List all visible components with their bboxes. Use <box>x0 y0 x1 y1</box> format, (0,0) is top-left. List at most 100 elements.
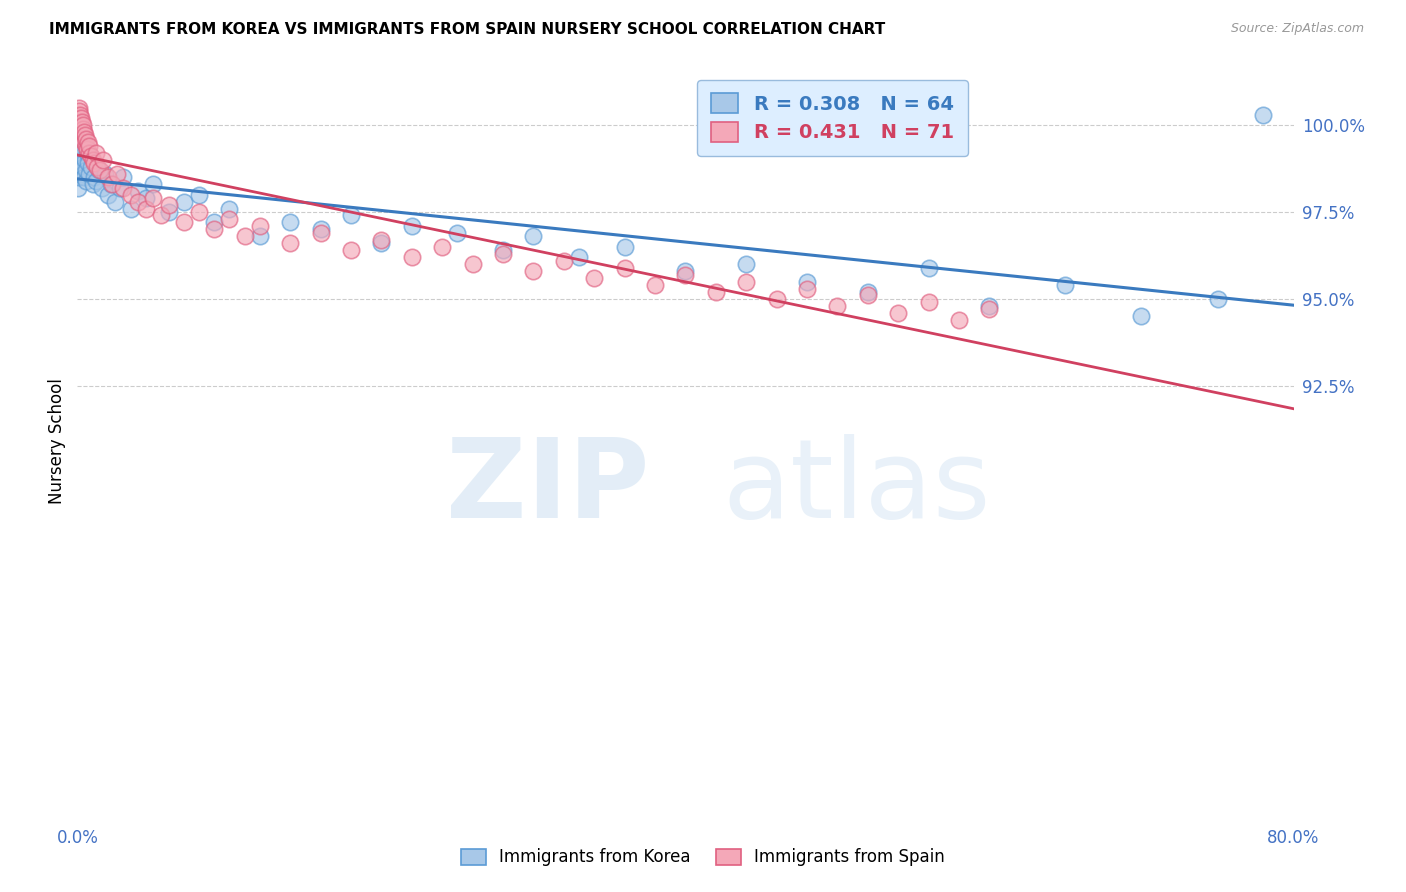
Point <box>979 302 1001 317</box>
Text: ZIP: ZIP <box>446 434 650 541</box>
Point <box>948 313 970 327</box>
Point <box>72 132 94 146</box>
Point <box>142 177 165 191</box>
Text: atlas: atlas <box>721 434 990 541</box>
Point <box>73 153 96 167</box>
Point <box>91 153 114 167</box>
Point <box>583 271 606 285</box>
Point <box>765 292 787 306</box>
Point <box>67 101 90 115</box>
Point <box>149 209 172 223</box>
Point <box>76 145 98 160</box>
Point <box>101 177 124 191</box>
Point <box>309 222 332 236</box>
Point <box>73 170 96 185</box>
Point <box>1054 278 1077 293</box>
Point <box>887 306 910 320</box>
Point <box>72 160 94 174</box>
Point <box>111 170 134 185</box>
Point <box>67 107 90 121</box>
Point <box>430 240 453 254</box>
Point <box>70 111 93 125</box>
Y-axis label: Nursery School: Nursery School <box>48 378 66 505</box>
Point <box>83 170 105 185</box>
Point <box>76 142 98 156</box>
Point <box>120 202 142 216</box>
Point <box>249 219 271 233</box>
Point <box>157 205 180 219</box>
Point <box>75 163 97 178</box>
Point <box>278 236 301 251</box>
Point <box>69 142 91 156</box>
Point <box>73 125 96 139</box>
Point <box>69 145 91 160</box>
Point <box>82 153 104 167</box>
Point <box>120 187 142 202</box>
Point <box>67 153 90 167</box>
Point <box>1130 310 1153 324</box>
Point <box>218 202 240 216</box>
Point <box>249 229 271 244</box>
Point <box>80 149 103 163</box>
Point <box>1206 292 1229 306</box>
Point <box>918 260 941 275</box>
Point <box>79 167 101 181</box>
Point <box>89 163 111 178</box>
Point <box>86 160 108 174</box>
Point <box>735 257 758 271</box>
Point <box>127 184 149 198</box>
Point <box>108 180 131 194</box>
Point <box>70 156 93 170</box>
Point <box>613 240 636 254</box>
Point <box>67 180 90 194</box>
Point <box>84 174 107 188</box>
Point <box>75 132 97 146</box>
Point <box>340 209 363 223</box>
Point <box>827 299 849 313</box>
Point <box>918 295 941 310</box>
Point <box>1251 107 1274 121</box>
Point <box>613 260 636 275</box>
Point <box>173 194 195 209</box>
Point <box>522 264 544 278</box>
Point <box>72 167 94 181</box>
Point <box>704 285 727 299</box>
Point <box>492 244 515 258</box>
Point <box>69 114 91 128</box>
Point <box>135 202 157 216</box>
Point <box>461 257 484 271</box>
Point <box>80 160 103 174</box>
Point <box>97 187 120 202</box>
Point <box>157 198 180 212</box>
Point <box>70 114 93 128</box>
Point <box>278 215 301 229</box>
Point <box>370 233 392 247</box>
Point <box>70 149 93 163</box>
Point <box>796 281 818 295</box>
Point <box>75 139 97 153</box>
Point <box>202 215 225 229</box>
Point <box>75 174 97 188</box>
Point <box>69 118 91 132</box>
Point <box>72 142 94 156</box>
Point <box>735 275 758 289</box>
Point <box>644 278 666 293</box>
Point <box>675 264 697 278</box>
Point <box>202 222 225 236</box>
Point <box>70 125 93 139</box>
Point <box>83 156 105 170</box>
Point <box>309 226 332 240</box>
Point <box>97 170 120 185</box>
Point <box>111 180 134 194</box>
Point <box>69 121 91 136</box>
Point <box>67 149 90 163</box>
Legend: R = 0.308   N = 64, R = 0.431   N = 71: R = 0.308 N = 64, R = 0.431 N = 71 <box>697 79 967 156</box>
Point <box>446 226 468 240</box>
Point <box>67 104 90 119</box>
Point <box>856 285 879 299</box>
Point <box>104 194 127 209</box>
Legend: Immigrants from Korea, Immigrants from Spain: Immigrants from Korea, Immigrants from S… <box>453 840 953 875</box>
Point <box>340 244 363 258</box>
Point <box>522 229 544 244</box>
Point <box>82 177 104 191</box>
